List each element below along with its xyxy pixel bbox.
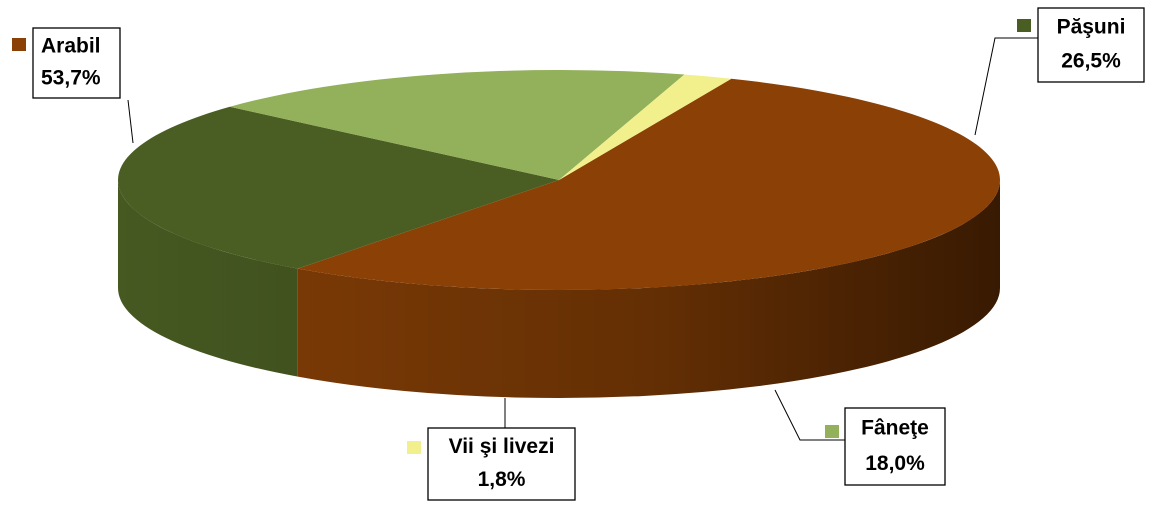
category-label: Păşuni — [1057, 16, 1126, 39]
slice — [297, 78, 1000, 290]
legend-swatch — [1017, 19, 1031, 32]
category-label: Vii şi livezi — [449, 435, 555, 458]
label-box — [427, 427, 576, 501]
value-label: 53,7% — [41, 67, 101, 90]
value-label: 1,8% — [478, 468, 526, 491]
leader-line — [774, 389, 845, 441]
leader-line — [974, 37, 1038, 136]
slice-side — [297, 180, 1001, 398]
slice — [229, 70, 685, 180]
slice-side — [118, 180, 298, 377]
legend-swatch — [407, 441, 421, 454]
legend-swatch — [12, 38, 26, 51]
label-box — [844, 407, 946, 486]
value-label: 26,5% — [1061, 50, 1121, 73]
label-box — [32, 27, 121, 99]
legend-swatch — [825, 425, 839, 438]
category-label: Arabil — [41, 34, 101, 57]
category-label: Fâneţe — [861, 416, 929, 439]
value-label: 18,0% — [865, 452, 925, 475]
slice — [117, 106, 559, 269]
leader-line — [127, 99, 134, 144]
label-box — [1037, 7, 1145, 83]
slice — [559, 74, 732, 180]
